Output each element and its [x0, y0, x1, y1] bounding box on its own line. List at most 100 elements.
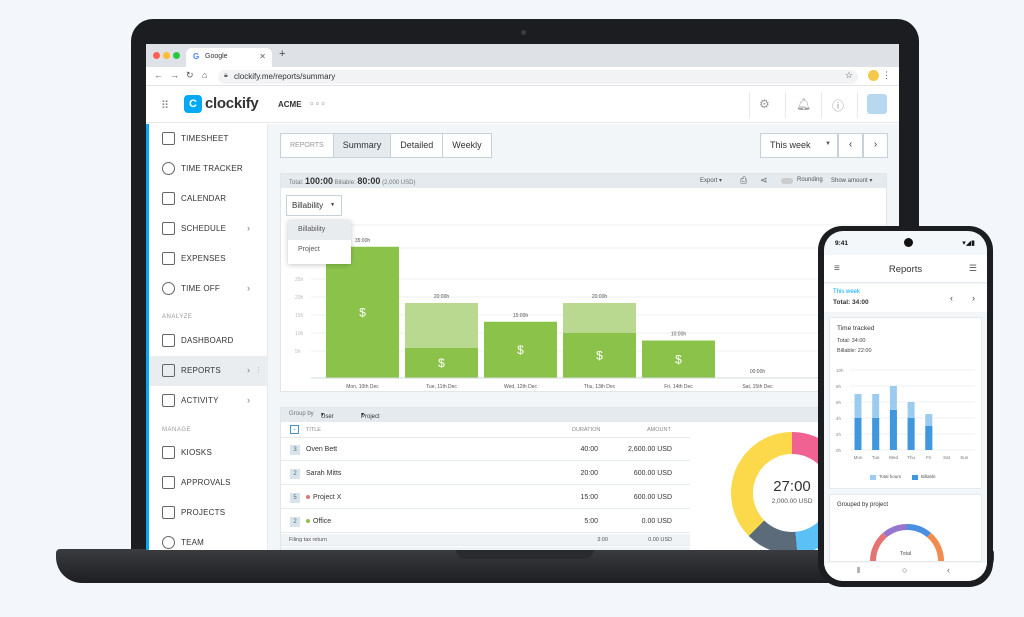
- chart-groupby-dropdown[interactable]: Billability ▼: [286, 195, 343, 216]
- sidebar-item-activity[interactable]: ACTIVITY ›: [149, 386, 268, 416]
- sidebar-item-dashboard[interactable]: DASHBOARD: [149, 326, 268, 356]
- phone-camera: [904, 238, 913, 247]
- col-amount[interactable]: AMOUNT: [647, 427, 671, 433]
- sidebar-item-schedule[interactable]: SCHEDULE ›: [149, 214, 268, 244]
- group-by-project-select[interactable]: Project ▾: [361, 412, 380, 420]
- url-field[interactable]: 🔒︎ clockify.me/reports/summary: [218, 70, 858, 84]
- rounding-toggle[interactable]: [781, 178, 793, 184]
- google-icon: G: [193, 52, 200, 61]
- row-duration: 15:00: [580, 494, 598, 501]
- recent-apps-icon[interactable]: ⦀: [857, 566, 861, 575]
- table-row[interactable]: 5 Project X 15:00 600.00 USD: [281, 486, 690, 509]
- sidebar-item-timesheet[interactable]: TIMESHEET: [149, 124, 268, 154]
- table-row[interactable]: 2 Office 5:00 0.00 USD: [281, 510, 690, 533]
- print-icon[interactable]: ⎙: [740, 175, 748, 185]
- header-divider: [749, 92, 750, 118]
- maximize-window-dot[interactable]: [173, 52, 180, 59]
- workspace-more-icon[interactable]: ∘∘∘: [309, 98, 326, 108]
- menu-option-billability[interactable]: Billability: [288, 220, 351, 240]
- x-tick-label: Sat, 15th Dec: [742, 384, 773, 390]
- next-period-button[interactable]: ›: [863, 133, 888, 158]
- close-tab-icon[interactable]: ✕: [259, 52, 266, 61]
- close-window-dot[interactable]: [153, 52, 160, 59]
- billable-marker: $: [438, 356, 445, 370]
- share-icon[interactable]: ⋖: [760, 175, 768, 185]
- billable-marker: $: [517, 343, 524, 357]
- sidebar-item-kiosks[interactable]: KIOSKS: [149, 438, 268, 468]
- show-amount-label: Show amount: [831, 178, 868, 184]
- row-count-badge: 2: [290, 517, 300, 527]
- phone-next-icon[interactable]: ›: [972, 293, 975, 303]
- show-amount-button[interactable]: Show amount ▾: [831, 178, 873, 184]
- sidebar-item-time-off[interactable]: TIME OFF ›: [149, 274, 268, 304]
- x-tick-label: Tue, 11th Dec: [426, 384, 457, 390]
- group-by-user-select[interactable]: User ▾: [321, 412, 334, 420]
- billable-marker: $: [596, 349, 603, 363]
- table-row[interactable]: 2 Sarah Mitts 20:00 600.00 USD: [281, 462, 690, 485]
- notification-bell-icon[interactable]: 🔔︎: [796, 97, 812, 111]
- y-tick-label: 25h: [295, 277, 304, 283]
- browser-profile-avatar[interactable]: [868, 70, 879, 81]
- back-icon[interactable]: ←: [154, 70, 163, 80]
- hamburger-menu-icon[interactable]: ≡: [834, 263, 840, 274]
- extension-icon[interactable]: ⚙︎: [759, 97, 770, 111]
- address-bar: ← → ↻ ⌂ 🔒︎ clockify.me/reports/summary ☆…: [146, 67, 899, 86]
- x-tick-label: Thu, 13th Dec: [584, 384, 616, 390]
- user-avatar[interactable]: [867, 94, 887, 114]
- sidebar-item-approvals[interactable]: APPROVALS: [149, 468, 268, 498]
- sidebar-item-time-tracker[interactable]: TIME TRACKER: [149, 154, 268, 184]
- total-value: 100:00: [305, 176, 334, 186]
- phone-screen: 9:41 ▾◢▮ ≡ Reports ☰ This week Total: 34…: [824, 231, 987, 581]
- clock-icon: [162, 162, 175, 175]
- bookmark-star-icon[interactable]: ☆: [844, 70, 853, 80]
- back-nav-icon[interactable]: ‹: [947, 565, 950, 575]
- filter-icon[interactable]: ☰: [968, 263, 977, 273]
- home-icon[interactable]: ⌂: [202, 70, 208, 80]
- summary-toolbar: Total: 100:00 Billable: 80:00 (2,000 USD…: [281, 174, 886, 188]
- receipt-icon: [162, 252, 175, 265]
- legend-total-swatch: [870, 475, 876, 480]
- caret-down-icon: ▼: [825, 141, 831, 147]
- previous-period-button[interactable]: ‹: [838, 133, 863, 158]
- phone-page-title: Reports: [888, 264, 923, 275]
- drag-handle-icon[interactable]: ⋮: [255, 367, 262, 374]
- browser-menu-icon[interactable]: ⋮: [882, 70, 891, 80]
- col-title[interactable]: TITLE: [306, 427, 321, 433]
- row-amount: 2,600.00 USD: [628, 446, 672, 453]
- tab-weekly[interactable]: Weekly: [452, 140, 482, 150]
- sidebar-item-reports[interactable]: REPORTS › ⋮: [149, 356, 268, 386]
- minimize-window-dot[interactable]: [163, 52, 170, 59]
- col-duration[interactable]: DURATION: [572, 427, 601, 433]
- activity-icon: [162, 394, 175, 407]
- sidebar-item-projects[interactable]: PROJECTS: [149, 498, 268, 528]
- help-icon[interactable]: ⓘ: [832, 99, 845, 113]
- tab-summary[interactable]: Summary: [333, 134, 392, 157]
- forward-icon[interactable]: →: [170, 70, 179, 80]
- browser-tab[interactable]: G Google ✕: [186, 48, 272, 67]
- table-subrow[interactable]: Filing tax return 3:00 0.00 USD: [281, 534, 690, 546]
- grouped-by-project-card: Grouped by project Total: [829, 494, 982, 562]
- table-subrow[interactable]: Invoicing clients2:000.00 USD: [281, 547, 690, 550]
- phone-period[interactable]: This week: [833, 289, 861, 295]
- reload-icon[interactable]: ↻: [186, 70, 194, 80]
- export-button[interactable]: Export ▾: [700, 178, 723, 184]
- phone-y-tick: 2h: [836, 432, 842, 437]
- home-button-icon[interactable]: ○: [902, 565, 908, 575]
- bar-data-label: 00:00h: [750, 369, 766, 375]
- sidebar-item-team[interactable]: TEAM: [149, 528, 268, 550]
- table-row[interactable]: 3 Oven Bett 40:00 2,600.00 USD: [281, 438, 690, 461]
- browser-tab-title: Google: [205, 53, 228, 60]
- sidebar-item-expenses[interactable]: EXPENSES: [149, 244, 268, 274]
- apps-grid-icon[interactable]: ⠿: [161, 100, 170, 112]
- row-amount: 600.00 USD: [633, 470, 672, 477]
- sidebar-item-label: TIMESHEET: [181, 134, 229, 143]
- phone-prev-icon[interactable]: ‹: [950, 293, 953, 303]
- workspace-name[interactable]: ACME: [278, 100, 302, 109]
- period-select[interactable]: This week ▼: [760, 133, 838, 158]
- new-tab-icon[interactable]: +: [279, 48, 286, 60]
- tab-detailed[interactable]: Detailed: [391, 134, 444, 157]
- menu-option-project[interactable]: Project: [298, 246, 320, 253]
- collapse-icon[interactable]: ⌄: [290, 425, 299, 434]
- row-duration: 40:00: [580, 446, 598, 453]
- sidebar-item-calendar[interactable]: CALENDAR: [149, 184, 268, 214]
